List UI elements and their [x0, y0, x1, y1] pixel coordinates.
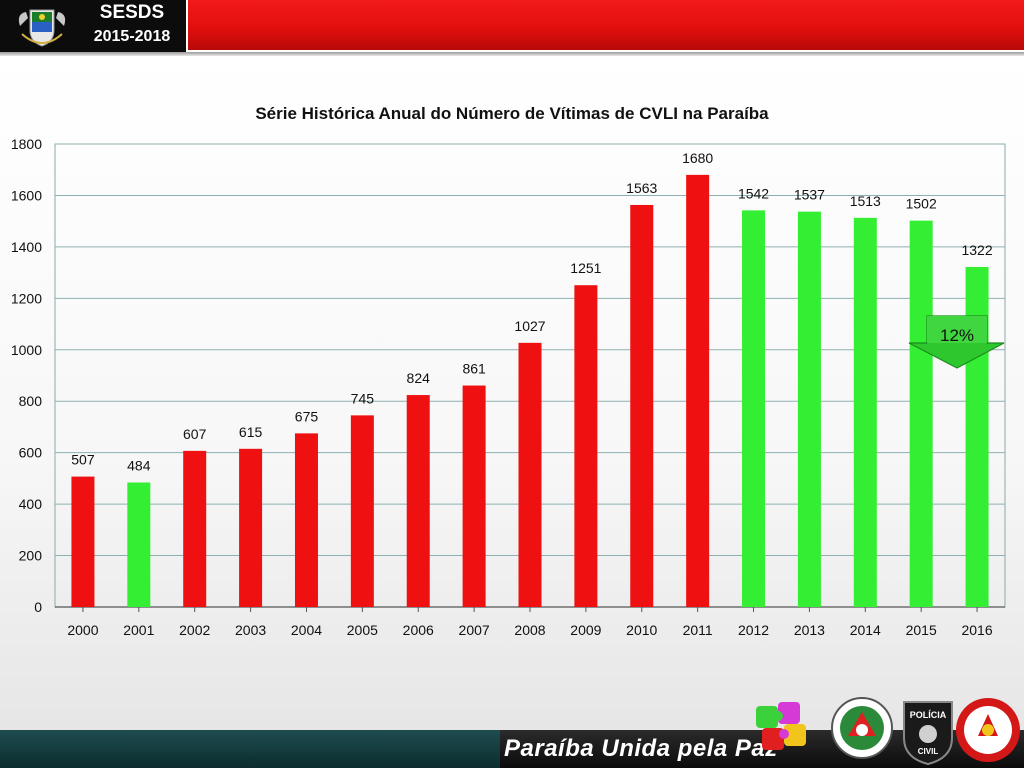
x-tick-label: 2001 [123, 622, 154, 638]
bar-2003 [239, 448, 263, 607]
bar-2007 [462, 385, 486, 607]
x-tick-label: 2003 [235, 622, 266, 638]
bar-chart: 0 200 400 600 800 1000 1200 1400 1600 1800 2000 200… [11, 136, 1006, 638]
bar-2008 [518, 342, 542, 607]
x-tick-label: 2009 [570, 622, 601, 638]
svg-text:POLÍCIA: POLÍCIA [910, 710, 947, 720]
x-tick-label: 2012 [738, 622, 769, 638]
x-tick-label: 2015 [906, 622, 937, 638]
decrease-arrow [908, 315, 1005, 369]
bar-2002 [183, 450, 207, 607]
y-tick-label: 1600 [11, 187, 42, 203]
bar-value-label: 1027 [514, 318, 545, 334]
policia-civil-badge-icon: POLÍCIA CIVIL [903, 701, 953, 766]
bombeiros-emblem-icon [956, 698, 1020, 762]
x-tick-label: 2011 [683, 622, 713, 638]
bar-2012 [742, 210, 766, 607]
bar-value-label: 824 [407, 370, 431, 386]
bar-value-label: 1537 [794, 187, 825, 203]
slide-background [0, 56, 1024, 730]
y-tick-label: 200 [19, 548, 43, 564]
bar-2000 [71, 476, 95, 607]
header-banner [188, 0, 1024, 50]
bar-value-label: 1513 [850, 193, 881, 209]
bar-value-label: 1542 [738, 185, 769, 201]
y-tick-label: 1400 [11, 239, 42, 255]
x-tick-label: 2013 [794, 622, 825, 638]
bar-value-label: 1322 [961, 242, 992, 258]
bar-2006 [406, 395, 430, 607]
y-tick-label: 1200 [11, 290, 42, 306]
x-tick-label: 2016 [961, 622, 992, 638]
y-tick-label: 600 [19, 445, 43, 461]
bar-value-label: 1502 [906, 196, 937, 212]
y-tick-label: 400 [19, 496, 43, 512]
bar-value-label: 745 [351, 390, 375, 406]
bar-value-label: 1680 [682, 150, 713, 166]
x-tick-label: 2010 [626, 622, 657, 638]
bar-2009 [574, 285, 598, 607]
bar-value-label: 1251 [570, 260, 601, 276]
header-title: SESDS [99, 2, 165, 23]
footer-stripe [0, 730, 500, 768]
bar-value-label: 1563 [626, 180, 657, 196]
bar-2004 [294, 433, 318, 607]
bar-value-label: 484 [127, 458, 151, 474]
footer-slogan: Paraíba Unida pela Paz [504, 735, 778, 762]
bar-2005 [350, 415, 374, 607]
puzzle-logo-icon [756, 702, 806, 750]
y-tick-label: 1000 [11, 342, 42, 358]
y-tick-label: 1800 [11, 136, 42, 152]
x-tick-label: 2008 [514, 622, 545, 638]
x-tick-label: 2000 [67, 622, 98, 638]
x-tick-label: 2007 [459, 622, 490, 638]
bar-value-label: 675 [295, 408, 319, 424]
x-tick-label: 2005 [347, 622, 378, 638]
x-tick-label: 2014 [850, 622, 881, 638]
policia-militar-emblem-icon [831, 697, 893, 759]
state-crest-icon [18, 9, 66, 47]
bar-2014 [853, 217, 877, 607]
bar-value-label: 507 [71, 452, 95, 468]
bar-2015 [909, 220, 933, 607]
x-tick-label: 2002 [179, 622, 210, 638]
bar-value-label: 607 [183, 426, 207, 442]
y-tick-label: 800 [19, 393, 43, 409]
bar-2011 [686, 174, 710, 607]
header-years: 2015-2018 [93, 28, 171, 45]
bar-2001 [127, 482, 151, 607]
x-tick-label: 2006 [403, 622, 434, 638]
header-divider [0, 52, 1024, 56]
x-tick-label: 2004 [291, 622, 322, 638]
decrease-percent-label: 12% [940, 326, 974, 345]
bar-2013 [797, 211, 821, 607]
y-tick-label: 0 [34, 599, 42, 615]
bar-value-label: 615 [239, 424, 263, 440]
bar-value-label: 861 [462, 361, 486, 377]
chart-title: Série Histórica Anual do Número de Vítim… [255, 104, 769, 123]
bar-2010 [630, 204, 654, 607]
logo-group: POLÍCIA CIVIL [756, 697, 1020, 766]
svg-text:CIVIL: CIVIL [918, 747, 939, 756]
